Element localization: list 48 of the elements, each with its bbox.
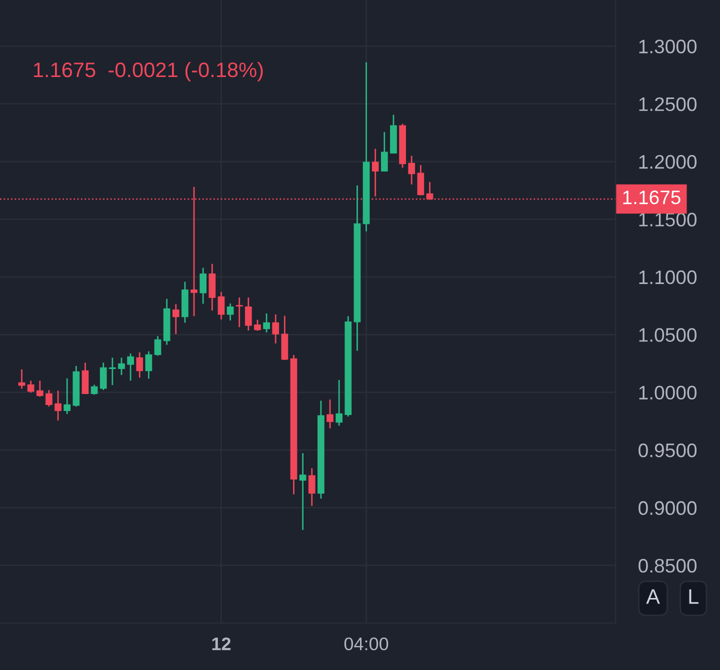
y-tick-label: 1.0000 [639,386,697,400]
candlestick [136,352,144,378]
text: L [689,589,698,604]
candlestick [154,335,162,356]
candlestick [236,296,243,328]
candlestick [100,362,107,391]
y-tick-label: 1.2000 [639,155,697,169]
y-tick-label: 0.9500 [638,443,697,458]
ref-line-label: 1.1675 [623,190,680,204]
candlestick [417,164,424,196]
candlestick [127,352,134,382]
candlestick [27,380,34,394]
candlestick [208,263,216,312]
y-tick-label: 1.2500 [639,97,697,112]
candlestick [326,398,334,430]
candlestick [145,350,152,380]
candlestick [308,468,316,507]
candlestick [172,303,180,335]
candlestick [54,390,62,422]
candlestick [254,319,261,332]
x-tick-label: 12 [212,637,231,650]
x-tick-label: 04:00 [344,637,388,650]
candlestick [90,384,98,396]
candlestick [299,452,306,531]
y-tick-label: 1.3000 [639,40,697,54]
text: 1.1675 -0.0021 (-0.18%) [34,62,263,82]
candlestick [200,267,207,305]
candlestick [372,148,379,198]
y-tick-label: 0.9000 [638,501,697,515]
candlestick [218,291,225,320]
text: A [646,589,660,604]
y-tick-label: 1.0500 [639,328,697,342]
candlestick [380,131,388,172]
candlestick [108,357,116,386]
candlestick [272,314,280,344]
candlestick [82,362,89,395]
candlestick [336,379,343,426]
candlestick [46,389,52,408]
candlestick [408,155,416,186]
y-tick-label: 1.1000 [639,270,697,284]
y-tick-label: 0.8500 [638,558,697,573]
candlestick [226,302,234,322]
candlestick [64,378,71,415]
candlestick [263,312,270,334]
candlestick [36,380,44,398]
candlestick [244,296,252,332]
y-tick-label: 1.1500 [639,212,697,226]
candlestick [118,357,125,376]
